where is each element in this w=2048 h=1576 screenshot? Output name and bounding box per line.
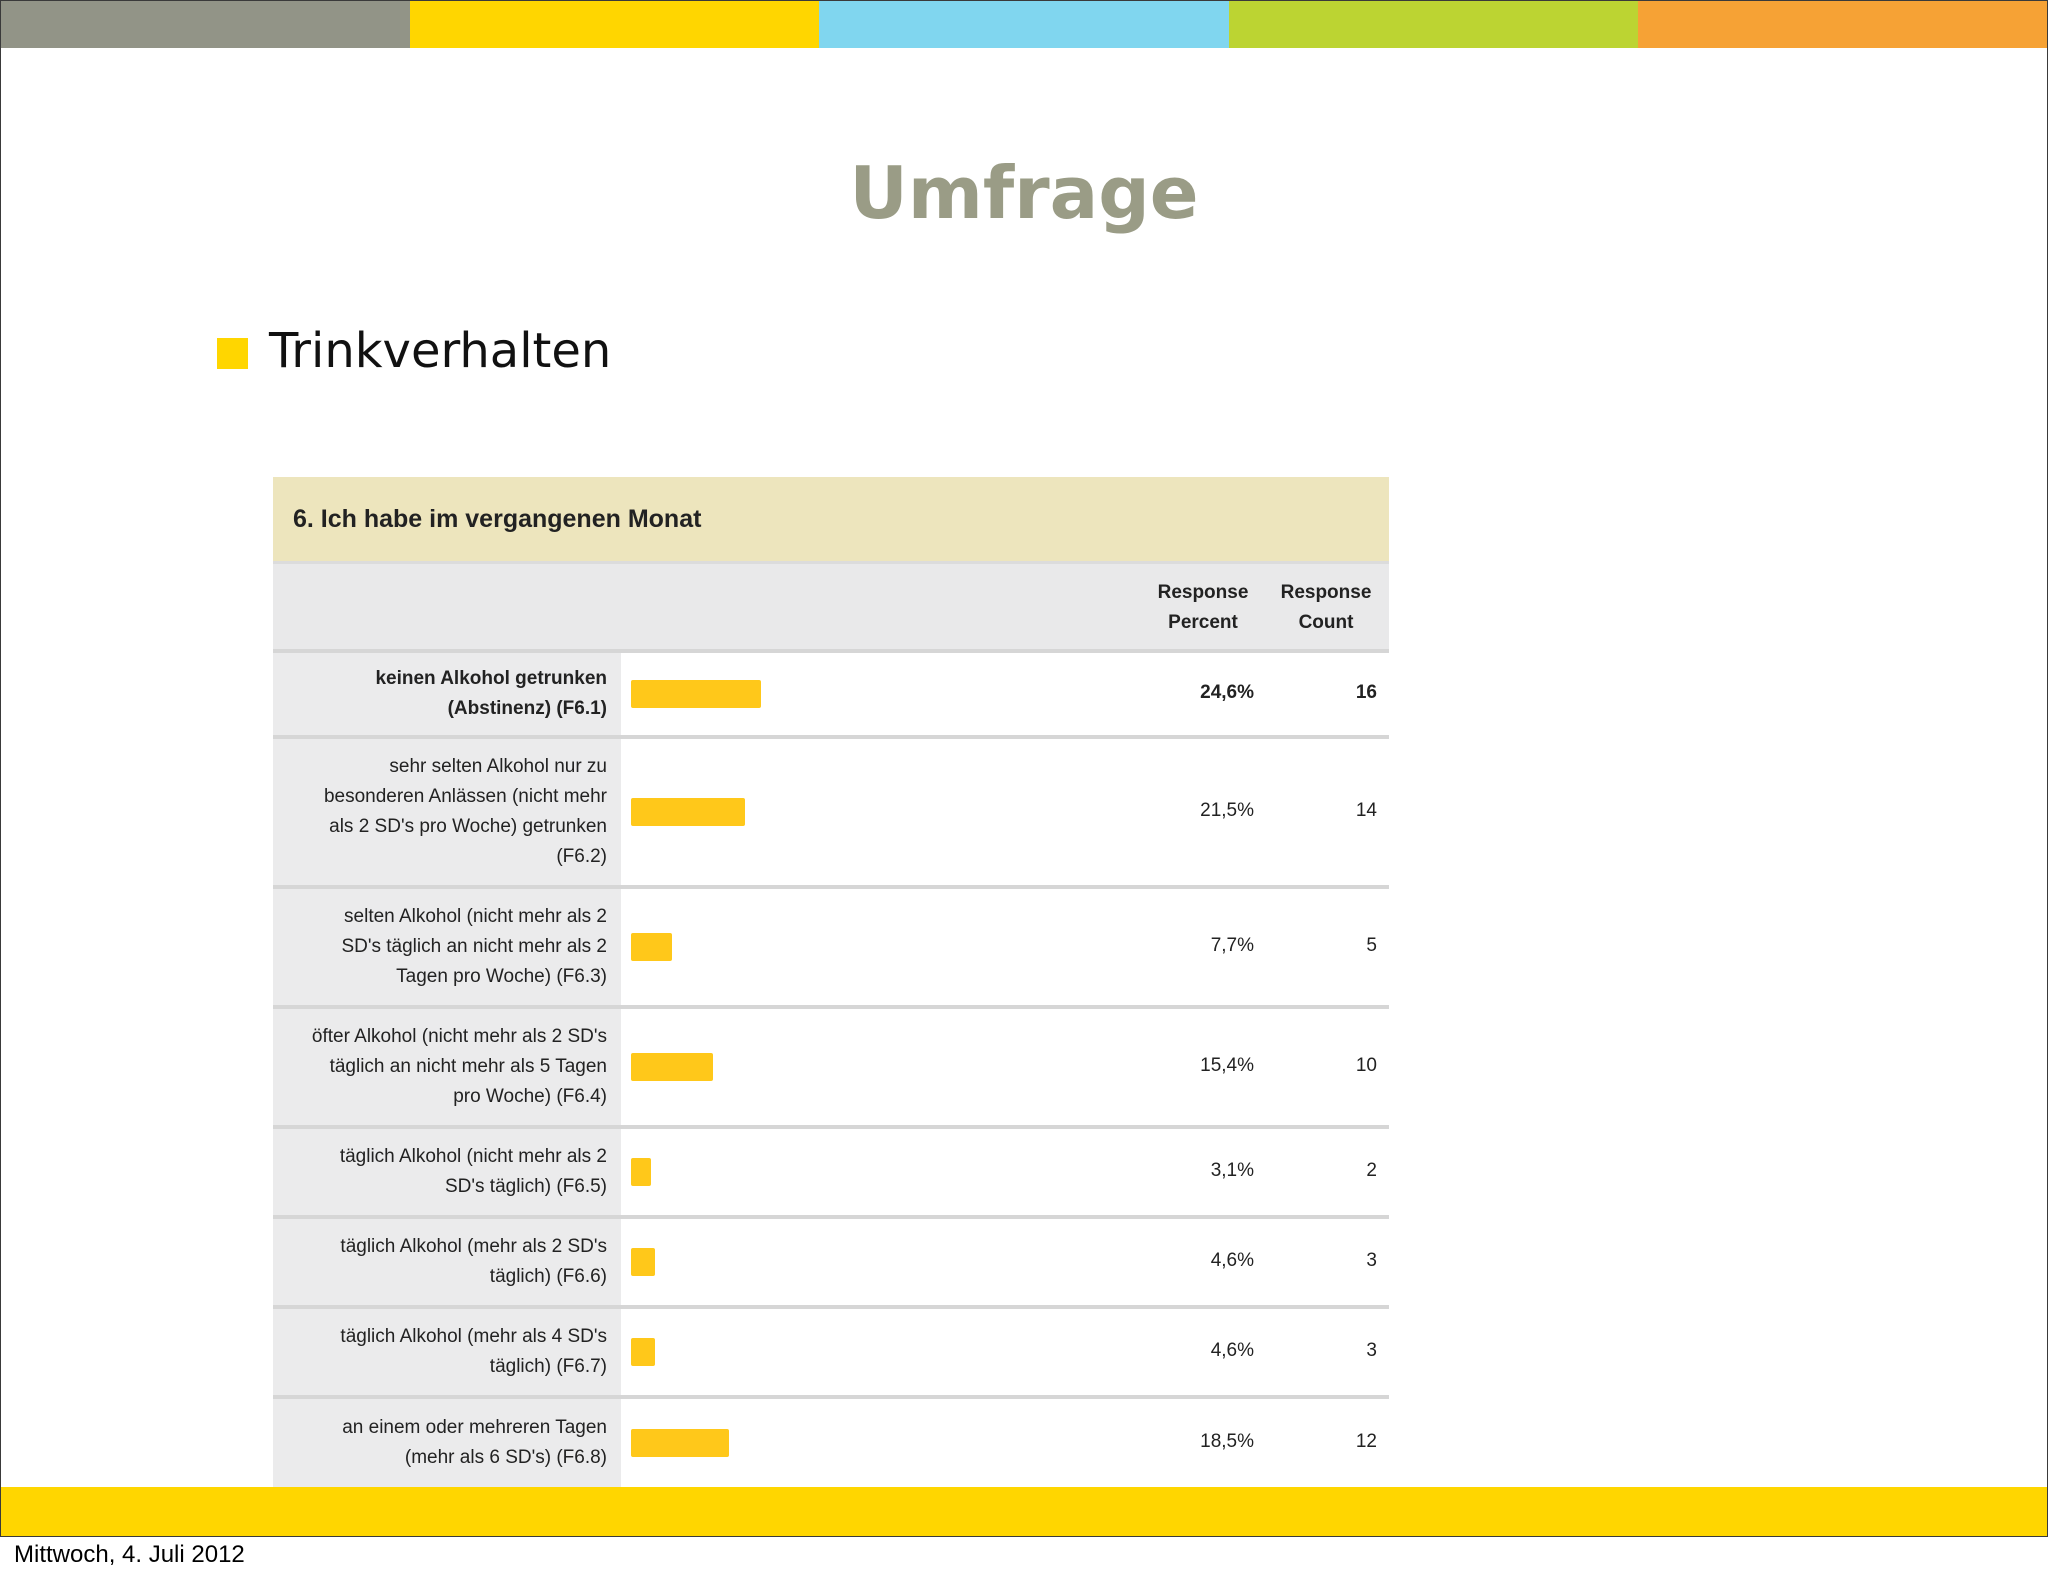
response-percent: 24,6% xyxy=(1200,682,1254,703)
row-bar-cell: 21,5% 14 xyxy=(621,739,1389,885)
top-bar-segment-yellow xyxy=(410,1,820,48)
row-label-cell: sehr selten Alkohol nur zu besonderen Anl… xyxy=(273,739,621,885)
response-percent: 15,4% xyxy=(1200,1055,1254,1076)
row-label-cell: selten Alkohol (nicht mehr als 2 SD's täg… xyxy=(273,889,621,1005)
row-label-line: selten Alkohol (nicht mehr als 2 xyxy=(344,906,607,927)
table-row: an einem oder mehreren Tagen (mehr als 6 … xyxy=(273,1395,1389,1487)
row-label-line: täglich) (F6.6) xyxy=(489,1266,607,1287)
response-count: 2 xyxy=(1366,1160,1377,1181)
top-bar-segment-gray xyxy=(1,1,411,48)
response-bar xyxy=(631,1248,656,1276)
response-bar xyxy=(631,933,672,961)
response-bar xyxy=(631,1429,730,1457)
row-label-line: keinen Alkohol getrunken xyxy=(375,668,607,689)
column-header-percent-line1: Response xyxy=(1157,582,1249,603)
bullet-square-icon xyxy=(217,338,248,369)
row-bar-cell: 18,5% 12 xyxy=(621,1399,1389,1487)
row-label-cell: an einem oder mehreren Tagen (mehr als 6 … xyxy=(273,1399,621,1487)
row-bar-cell: 15,4% 10 xyxy=(621,1009,1389,1125)
column-header-percent-line2: Percent xyxy=(1168,612,1238,633)
response-bar xyxy=(631,1053,713,1081)
row-bar-cell: 4,6% 3 xyxy=(621,1219,1389,1305)
row-label-line: als 2 SD's pro Woche) getrunken xyxy=(329,816,607,837)
row-label-cell: täglich Alkohol (mehr als 2 SD's täglich)… xyxy=(273,1219,621,1305)
row-label-line: (F6.2) xyxy=(556,846,607,867)
response-count: 16 xyxy=(1355,682,1377,703)
response-bar xyxy=(631,798,745,826)
slide: Umfrage Trinkverhalten 6. Ich habe im ve… xyxy=(0,0,2048,1537)
table-row: täglich Alkohol (mehr als 4 SD's täglich)… xyxy=(273,1305,1389,1395)
row-label-line: Tagen pro Woche) (F6.3) xyxy=(396,966,607,987)
row-label: täglich Alkohol (mehr als 2 SD's täglich)… xyxy=(277,1232,621,1292)
row-label-line: (mehr als 6 SD's) (F6.8) xyxy=(404,1447,607,1468)
column-header-percent: Response Percent xyxy=(1143,578,1263,638)
response-bar xyxy=(631,680,762,708)
row-label-line: an einem oder mehreren Tagen xyxy=(342,1417,607,1438)
row-label: selten Alkohol (nicht mehr als 2 SD's täg… xyxy=(277,902,621,992)
response-percent: 7,7% xyxy=(1210,935,1254,956)
response-percent: 3,1% xyxy=(1210,1160,1254,1181)
row-bar-cell: 4,6% 3 xyxy=(621,1309,1389,1395)
table-row: täglich Alkohol (nicht mehr als 2 SD's tä… xyxy=(273,1125,1389,1215)
response-count: 5 xyxy=(1366,935,1377,956)
row-label-line: sehr selten Alkohol nur zu xyxy=(389,756,607,777)
row-label-line: öfter Alkohol (nicht mehr als 2 SD's xyxy=(311,1026,607,1047)
top-color-bar xyxy=(1,1,2047,48)
survey-table: 6. Ich habe im vergangenen Monat Respons… xyxy=(273,477,1389,1487)
top-bar-segment-orange xyxy=(1637,1,2047,48)
row-label-line: pro Woche) (F6.4) xyxy=(453,1086,607,1107)
response-count: 10 xyxy=(1355,1055,1377,1076)
footer-date: Mittwoch, 4. Juli 2012 xyxy=(14,1541,245,1568)
row-label-cell: täglich Alkohol (mehr als 4 SD's täglich)… xyxy=(273,1309,621,1395)
row-label-line: SD's täglich) (F6.5) xyxy=(444,1176,607,1197)
slide-title: Umfrage xyxy=(1,151,2047,235)
table-row: täglich Alkohol (mehr als 2 SD's täglich)… xyxy=(273,1215,1389,1305)
response-percent: 21,5% xyxy=(1200,800,1254,821)
row-label-line: SD's täglich an nicht mehr als 2 xyxy=(341,936,607,957)
row-label: täglich Alkohol (nicht mehr als 2 SD's tä… xyxy=(277,1142,621,1202)
row-bar-cell: 3,1% 2 xyxy=(621,1129,1389,1215)
row-label: öfter Alkohol (nicht mehr als 2 SD's tägl… xyxy=(277,1022,621,1112)
row-label-line: täglich) (F6.7) xyxy=(489,1356,607,1377)
response-percent: 4,6% xyxy=(1210,1340,1254,1361)
question-header: 6. Ich habe im vergangenen Monat xyxy=(273,477,1389,561)
row-label: keinen Alkohol getrunken (Abstinenz) (F6.… xyxy=(277,664,621,724)
row-bar-cell: 7,7% 5 xyxy=(621,889,1389,1005)
response-count: 12 xyxy=(1355,1431,1377,1452)
top-bar-segment-green xyxy=(1228,1,1638,48)
row-label: täglich Alkohol (mehr als 4 SD's täglich)… xyxy=(277,1322,621,1382)
table-row: selten Alkohol (nicht mehr als 2 SD's täg… xyxy=(273,885,1389,1005)
bottom-color-bar xyxy=(1,1487,2047,1536)
column-header-count-line1: Response xyxy=(1280,582,1372,603)
column-header-row: Response Percent Response Count xyxy=(273,561,1389,649)
row-label: an einem oder mehreren Tagen (mehr als 6 … xyxy=(277,1413,621,1473)
top-bar-segment-blue xyxy=(819,1,1229,48)
table-row: sehr selten Alkohol nur zu besonderen Anl… xyxy=(273,735,1389,885)
response-count: 3 xyxy=(1366,1250,1377,1271)
response-count: 3 xyxy=(1366,1340,1377,1361)
row-label-line: täglich an nicht mehr als 5 Tagen xyxy=(329,1056,607,1077)
row-label-cell: keinen Alkohol getrunken (Abstinenz) (F6.… xyxy=(273,653,621,735)
column-header-count-line2: Count xyxy=(1298,612,1354,633)
response-count: 14 xyxy=(1355,800,1377,821)
row-label-line: täglich Alkohol (mehr als 4 SD's xyxy=(340,1326,607,1347)
response-percent: 18,5% xyxy=(1200,1431,1254,1452)
row-label-line: täglich Alkohol (mehr als 2 SD's xyxy=(340,1236,607,1257)
bullet-text: Trinkverhalten xyxy=(269,323,612,379)
response-percent: 4,6% xyxy=(1210,1250,1254,1271)
table-row: keinen Alkohol getrunken (Abstinenz) (F6.… xyxy=(273,649,1389,735)
table-row: öfter Alkohol (nicht mehr als 2 SD's tägl… xyxy=(273,1005,1389,1125)
slide-title-text: Umfrage xyxy=(849,151,1199,235)
row-label-line: täglich Alkohol (nicht mehr als 2 xyxy=(339,1146,607,1167)
row-bar-cell: 24,6% 16 xyxy=(621,653,1389,735)
row-label-line: (Abstinenz) (F6.1) xyxy=(447,698,607,719)
response-bar xyxy=(631,1158,651,1186)
response-bar xyxy=(631,1338,656,1366)
row-label-line: besonderen Anlässen (nicht mehr xyxy=(323,786,607,807)
row-label: sehr selten Alkohol nur zu besonderen Anl… xyxy=(277,752,621,872)
row-label-cell: täglich Alkohol (nicht mehr als 2 SD's tä… xyxy=(273,1129,621,1215)
row-label-cell: öfter Alkohol (nicht mehr als 2 SD's tägl… xyxy=(273,1009,621,1125)
column-header-count: Response Count xyxy=(1266,578,1386,638)
